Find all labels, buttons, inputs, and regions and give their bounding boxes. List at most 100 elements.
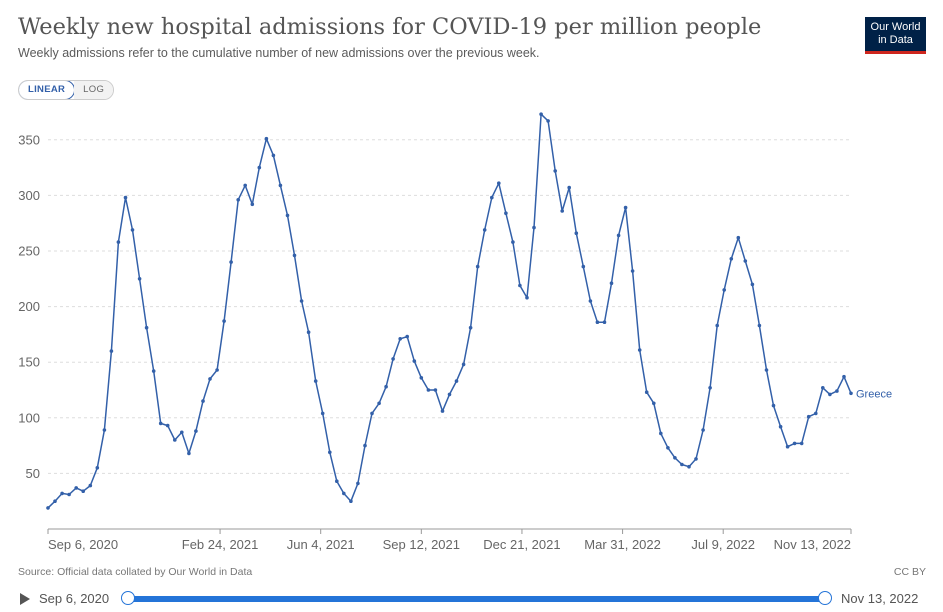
data-point [299,299,304,303]
x-tick-label: Sep 6, 2020 [48,537,118,552]
data-point [194,429,198,433]
data-point [849,391,853,396]
data-point [666,446,670,450]
license-link[interactable]: CC BY [893,566,926,578]
y-tick-label: 250 [18,244,40,259]
x-tick-label: Jun 4, 2021 [287,537,355,552]
data-point [229,260,233,264]
y-tick-label: 100 [18,410,40,425]
data-point [88,483,93,488]
data-point [778,424,783,429]
data-point [609,281,614,286]
data-point [60,491,64,496]
timeline-start-handle[interactable] [121,591,135,605]
data-point [158,421,163,426]
data-point [144,325,149,330]
data-point [602,320,607,325]
data-point [785,444,790,449]
data-point [412,359,417,363]
data-point [814,411,818,416]
owid-logo[interactable]: Our World in Data [865,17,926,54]
data-point [623,205,628,210]
data-point [680,462,684,467]
data-point [215,368,219,372]
data-point [320,411,325,416]
data-point [109,349,114,353]
x-tick-label: Dec 21, 2021 [483,537,560,552]
data-point [137,277,142,281]
data-point [201,399,205,403]
data-point [616,233,621,238]
data-point [363,443,367,448]
data-point [771,403,776,408]
data-point [560,209,564,213]
data-point [525,295,529,300]
data-point [285,213,290,218]
y-tick-label: 150 [18,355,40,370]
timeline-end-handle[interactable] [818,591,832,605]
data-point [687,464,691,469]
data-point [497,181,501,185]
data-point [222,319,226,323]
data-point [715,323,719,328]
data-point [342,491,346,496]
data-point [736,235,741,240]
data-point [532,225,536,230]
data-point [370,411,374,416]
data-point [835,389,839,393]
data-point [384,384,388,389]
x-tick-label: Sep 12, 2021 [383,537,460,552]
data-point [518,283,522,288]
data-point [806,414,811,419]
log-scale-button[interactable]: LOG [74,81,114,99]
data-point [659,431,663,436]
data-point [743,259,748,263]
data-point [116,240,121,244]
data-point [95,466,100,470]
data-point [490,195,494,200]
data-point [701,428,705,432]
data-point [46,506,50,510]
chart-title: Weekly new hospital admissions for COVID… [18,14,762,40]
data-point [264,136,269,141]
data-point [574,231,579,235]
y-tick-label: 350 [18,132,40,147]
data-point [419,376,424,380]
data-point [278,183,283,188]
data-point [306,330,311,335]
logo-line-2: in Data [878,34,913,46]
data-point [673,456,677,460]
data-point [257,165,262,170]
chart-subtitle: Weekly admissions refer to the cumulativ… [18,46,540,60]
data-point [792,441,797,446]
scale-toggle: LINEAR LOG [18,80,115,100]
data-point [630,269,635,273]
data-point [405,334,410,339]
series-line-greece [47,113,852,509]
data-point [187,451,191,456]
data-point [208,377,212,381]
data-point [567,185,571,190]
timeline-track[interactable] [128,596,825,602]
data-point [475,264,480,269]
source-note: Source: Official data collated by Our Wo… [18,566,253,578]
y-tick-label: 300 [18,188,40,203]
data-point [708,386,712,390]
data-point [151,369,156,373]
data-point [335,479,339,484]
series-label: Greece [856,388,892,400]
data-point [433,388,438,392]
data-point [644,390,649,395]
data-point [426,388,431,392]
timeline-slider: Sep 6, 2020 Nov 13, 2022 [0,585,943,612]
logo-line-1: Our World [870,21,921,33]
data-point [165,423,170,428]
play-icon[interactable] [20,593,30,605]
data-point [123,195,128,200]
data-point [588,299,593,303]
data-point [750,282,755,287]
data-point [328,450,332,455]
data-point [377,401,381,406]
data-point [292,253,297,258]
data-point [694,457,698,461]
